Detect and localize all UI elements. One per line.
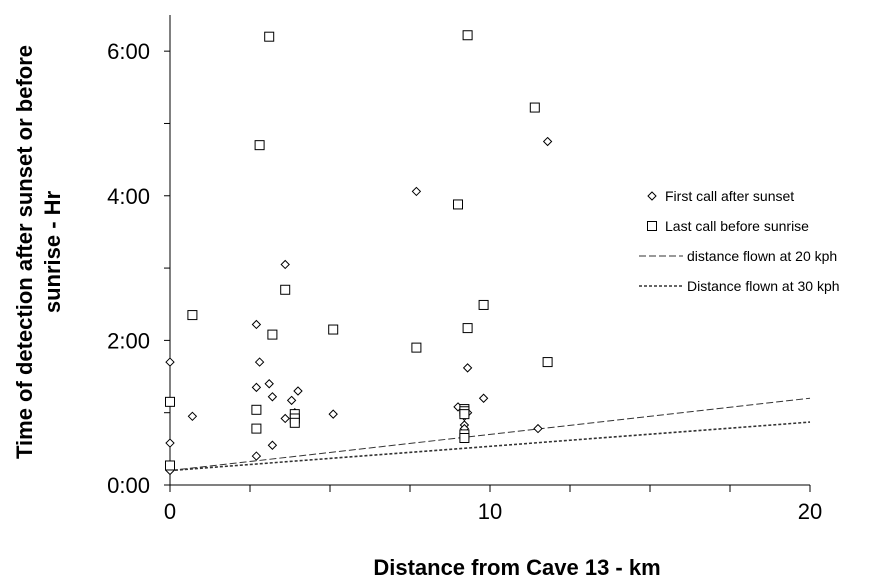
last-call-point bbox=[542, 357, 553, 368]
x-tick-label: 0 bbox=[164, 499, 176, 524]
last-call-point bbox=[254, 140, 265, 151]
legend-label: distance flown at 20 kph bbox=[687, 248, 837, 264]
last-call-point bbox=[462, 30, 473, 41]
y-tick-label: 0:00 bbox=[107, 473, 150, 498]
legend-marker-diamond bbox=[647, 191, 657, 201]
trend-lines bbox=[169, 397, 811, 472]
first-call-point bbox=[165, 438, 175, 448]
first-call-point bbox=[165, 357, 175, 367]
legend-marker-square bbox=[647, 221, 657, 231]
last-call-point bbox=[478, 299, 489, 310]
first-call-point bbox=[267, 392, 278, 402]
last-call-point bbox=[411, 342, 422, 353]
last-call-point bbox=[289, 417, 300, 428]
first-call-point bbox=[286, 395, 297, 406]
first-call-point bbox=[254, 357, 265, 367]
first-call-point bbox=[293, 386, 303, 396]
y-tick-label: 6:00 bbox=[107, 39, 150, 64]
legend-label: First call after sunset bbox=[665, 188, 794, 204]
legend-label: Distance flown at 30 kph bbox=[687, 278, 840, 294]
last-call-point bbox=[529, 102, 540, 113]
first-call-point bbox=[251, 382, 262, 393]
last-call-point bbox=[165, 396, 175, 407]
first-call-point bbox=[264, 379, 274, 389]
x-tick-label: 20 bbox=[798, 499, 822, 524]
trend-line-20kph bbox=[169, 397, 811, 472]
last-call-point bbox=[459, 409, 470, 420]
legend: First call after sunset Last call before … bbox=[639, 188, 840, 294]
last-call-point bbox=[251, 423, 262, 434]
last-call-point bbox=[453, 199, 463, 210]
x-axis-title: Distance from Cave 13 - km bbox=[373, 555, 660, 580]
first-call-point bbox=[267, 440, 278, 450]
first-call-point bbox=[251, 319, 262, 330]
data-points bbox=[165, 30, 553, 476]
y-tick-label: 4:00 bbox=[107, 184, 150, 209]
last-call-point bbox=[280, 284, 291, 295]
first-call-point bbox=[462, 363, 473, 373]
last-call-point bbox=[264, 31, 275, 42]
first-call-point bbox=[280, 413, 290, 424]
y-axis-title-line2: sunrise - Hr bbox=[40, 190, 65, 313]
first-call-point bbox=[187, 411, 198, 422]
y-axis-title-line1: Time of detection after sunset or before bbox=[12, 45, 37, 459]
first-call-point bbox=[328, 409, 338, 419]
axes: 0 10 20 0:00 2:00 4:00 6:00 bbox=[107, 15, 822, 524]
last-call-point bbox=[459, 433, 470, 443]
first-call-point bbox=[533, 423, 543, 434]
last-call-point bbox=[165, 460, 175, 471]
legend-label: Last call before sunrise bbox=[665, 218, 809, 234]
last-call-point bbox=[187, 310, 198, 321]
first-call-point bbox=[478, 393, 489, 403]
last-call-point bbox=[267, 329, 278, 340]
trend-line-30kph bbox=[169, 421, 811, 472]
last-call-point bbox=[251, 404, 262, 415]
first-call-point bbox=[542, 136, 553, 147]
first-call-point bbox=[411, 186, 422, 197]
last-call-point bbox=[328, 324, 339, 335]
x-tick-label: 10 bbox=[478, 499, 502, 524]
first-call-point bbox=[251, 451, 262, 461]
last-call-point bbox=[462, 323, 473, 334]
first-call-point bbox=[280, 259, 290, 270]
y-tick-label: 2:00 bbox=[107, 328, 150, 353]
